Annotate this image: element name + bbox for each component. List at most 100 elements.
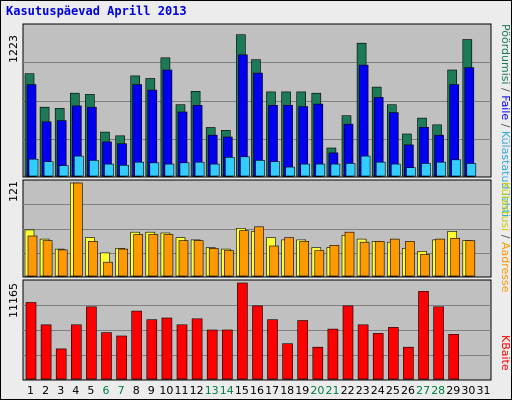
x-tick-label-12: 12 [190, 384, 204, 397]
bar-külastatud-lehti-day-6 [104, 163, 114, 177]
bar-külastatud-lehti-day-8 [134, 161, 144, 177]
x-tick-label-18: 18 [280, 384, 294, 397]
x-tick-label-17: 17 [265, 384, 279, 397]
bar-kbaite-day-8 [131, 310, 142, 380]
x-tick-label-28: 28 [431, 384, 445, 397]
x-tick-label-19: 19 [295, 384, 309, 397]
bar-faile-day-18 [283, 105, 293, 177]
bar-külastatud-lehti-day-10 [164, 163, 175, 177]
bar-külastatud-lehti-day-21 [330, 163, 341, 177]
x-tick-label-2: 2 [42, 384, 49, 397]
x-tick-label-4: 4 [72, 384, 79, 397]
bar-külastatud-lehti-day-17 [270, 161, 280, 177]
bar-aadresse-day-28 [435, 238, 445, 277]
bar-aadresse-day-26 [405, 241, 415, 277]
x-tick-label-21: 21 [326, 384, 340, 397]
legend-visits: Külastusi [499, 182, 512, 231]
x-tick-label-29: 29 [446, 384, 460, 397]
bar-kbaite-day-22 [342, 305, 354, 380]
bar-külastatud-lehti-day-11 [179, 162, 190, 177]
x-tick-label-31: 31 [477, 384, 491, 397]
legend-top: Pöördumisi / Faile / Külastatud lehti [499, 24, 512, 217]
bar-külastatud-lehti-day-29 [451, 159, 462, 177]
bar-kbaite-day-27 [418, 290, 429, 380]
bar-aadresse-day-30 [465, 240, 476, 277]
bar-külastatud-lehti-day-9 [149, 162, 160, 177]
bar-kbaite-day-19 [297, 320, 309, 380]
bar-kbaite-day-24 [372, 333, 384, 380]
bar-aadresse-day-16 [254, 226, 264, 277]
bar-kbaite-day-18 [282, 343, 293, 380]
bar-kbaite-day-11 [176, 324, 188, 380]
bars [24, 34, 477, 380]
bar-kbaite-day-6 [101, 332, 112, 380]
bar-aadresse-day-18 [284, 237, 294, 277]
bar-aadresse-day-6 [103, 261, 113, 277]
bar-aadresse-day-13 [208, 248, 219, 277]
y-max-label-middle: 121 [7, 181, 20, 202]
legend-middle: Külastusi / Aadresse [499, 182, 512, 293]
bar-aadresse-day-29 [450, 238, 461, 277]
x-tick-label-8: 8 [133, 384, 140, 397]
bar-kbaite-day-21 [327, 328, 339, 380]
bar-külastatud-lehti-day-22 [345, 163, 356, 177]
bar-külastatud-lehti-day-2 [43, 161, 54, 177]
bar-aadresse-day-23 [359, 241, 370, 277]
bar-kbaite-day-14 [222, 329, 233, 380]
bar-aadresse-day-19 [299, 241, 310, 277]
x-tick-label-11: 11 [175, 384, 189, 397]
x-tick-label-3: 3 [57, 384, 64, 397]
bar-kbaite-day-16 [252, 305, 263, 380]
bar-külastatud-lehti-day-18 [285, 166, 295, 177]
x-tick-label-20: 20 [310, 384, 324, 397]
legend-kbytes: KBaite [499, 335, 512, 371]
y-max-label-bottom: 11165 [7, 283, 20, 318]
bar-külastatud-lehti-day-30 [466, 163, 477, 177]
bar-kbaite-day-2 [40, 324, 52, 380]
bar-aadresse-day-20 [314, 250, 325, 277]
x-tick-label-14: 14 [220, 384, 234, 397]
bar-kbaite-day-10 [161, 317, 173, 380]
bar-aadresse-day-21 [329, 245, 340, 277]
bar-kbaite-day-12 [191, 318, 203, 380]
bar-külastatud-lehti-day-23 [360, 155, 371, 177]
bar-kbaite-day-28 [433, 306, 444, 380]
x-tick-label-15: 15 [235, 384, 249, 397]
x-tick-label-5: 5 [87, 384, 94, 397]
bar-külastatud-lehti-day-3 [58, 165, 69, 177]
bar-külastatud-lehti-day-26 [406, 167, 416, 177]
chart-title: Kasutuspäevad Aprill 2013 [6, 4, 187, 18]
bar-aadresse-day-1 [27, 235, 38, 277]
bar-kbaite-day-9 [146, 319, 158, 380]
bar-aadresse-day-15 [239, 230, 249, 277]
bar-külastatud-lehti-day-19 [300, 163, 311, 177]
x-tick-label-22: 22 [341, 384, 355, 397]
bar-aadresse-day-27 [420, 254, 430, 277]
bar-kbaite-day-26 [403, 346, 414, 380]
legend-hits: Külastatud lehti [499, 131, 512, 217]
bar-aadresse-day-17 [269, 245, 279, 277]
x-tick-label-9: 9 [148, 384, 155, 397]
bar-külastatud-lehti-day-28 [436, 161, 446, 177]
x-tick-labels: 1 2 3 4 5 6 7 8 9 10 11 12 13 14 15 16 17 18 19 20 21 22 23 24 2… [27, 384, 491, 397]
x-tick-label-7: 7 [118, 384, 125, 397]
bar-kbaite-day-13 [206, 329, 218, 380]
bar-aadresse-day-2 [42, 240, 53, 277]
bar-kbaite-day-20 [312, 346, 324, 380]
bar-külastatud-lehti-day-14 [225, 157, 235, 177]
bar-aadresse-day-5 [88, 241, 98, 277]
legend-sites: Aadresse [499, 242, 512, 293]
x-tick-label-26: 26 [401, 384, 415, 397]
bar-kbaite-day-7 [116, 335, 127, 380]
x-tick-label-1: 1 [27, 384, 34, 397]
bar-külastatud-lehti-day-16 [255, 160, 265, 177]
bar-aadresse-day-14 [224, 250, 234, 277]
bar-aadresse-day-3 [57, 249, 68, 277]
x-tick-label-30: 30 [461, 384, 475, 397]
bar-aadresse-day-4 [73, 182, 83, 277]
bar-aadresse-day-10 [163, 234, 174, 277]
bar-külastatud-lehti-day-1 [28, 158, 39, 177]
y-max-label-top: 1223 [7, 35, 20, 63]
bar-kbaite-day-29 [448, 333, 460, 380]
bar-kbaite-day-5 [86, 306, 97, 380]
